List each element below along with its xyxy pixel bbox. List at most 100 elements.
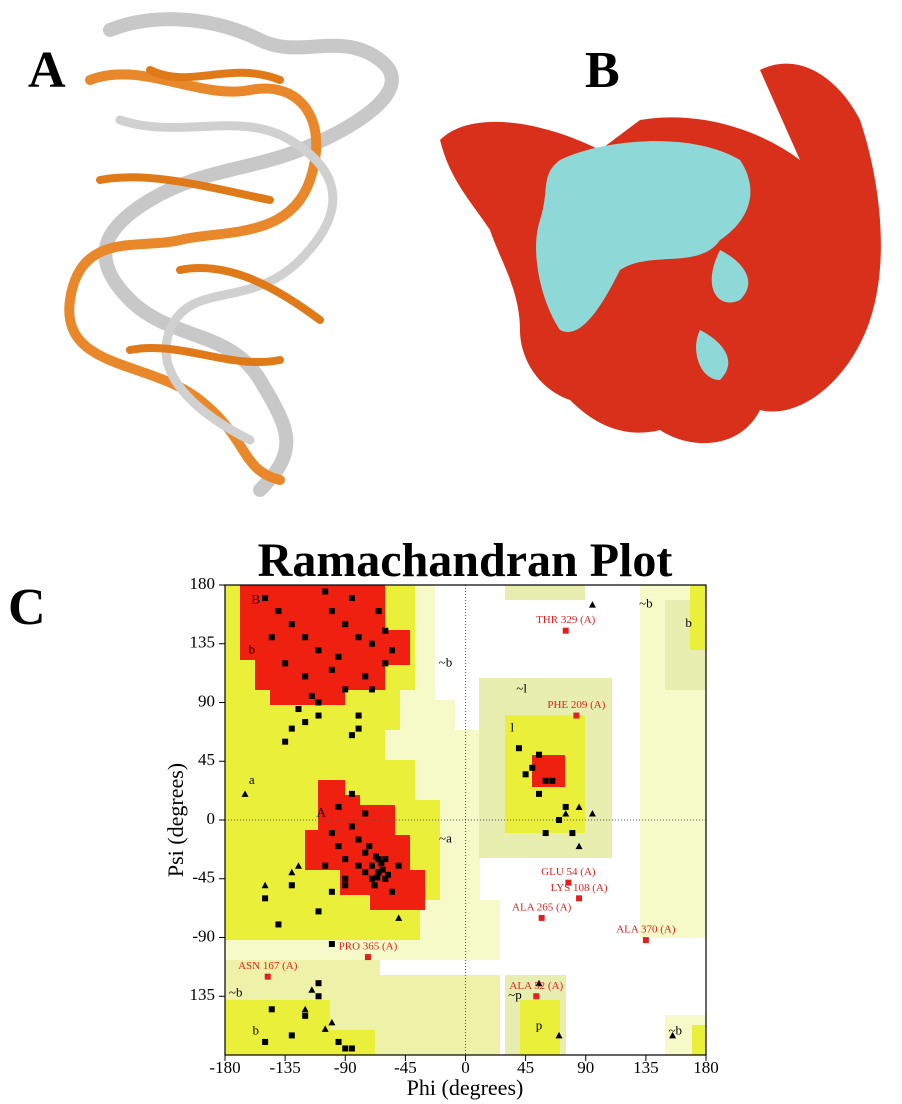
point-square [269,634,275,640]
point-square [342,876,348,882]
y-tick-label: 90 [198,691,215,710]
point-square [378,860,384,866]
point-square [396,863,402,869]
x-tick-label: -135 [270,1058,301,1077]
point-square [536,791,542,797]
point-square [543,778,549,784]
point-label: THR 329 (A) [536,614,596,626]
point-square [329,830,335,836]
point-square [366,843,372,849]
point-square [362,673,368,679]
x-tick-label: -45 [394,1058,417,1077]
point-square [563,628,569,634]
point-square [316,908,322,914]
point-square [349,791,355,797]
point-square [362,869,368,875]
point-square [365,954,371,960]
point-square [389,647,395,653]
point-square [356,634,362,640]
point-square [569,830,575,836]
x-tick-label: 45 [517,1058,534,1077]
point-square [380,867,386,873]
x-axis-label: Phi (degrees) [407,1075,524,1100]
point-label: PHE 209 (A) [547,699,605,711]
ribbon-structure [69,19,392,490]
x-tick-label: -180 [209,1058,240,1077]
point-square [369,863,375,869]
y-tick-label: -45 [192,868,215,887]
point-label: ASN 167 (A) [238,960,298,972]
point-square [356,726,362,732]
point-square [372,882,378,888]
region-label: ~b [439,654,453,669]
point-square [362,850,368,856]
chart-title: Ramachandran Plot [258,534,673,587]
point-square [295,706,301,712]
region-label: B [251,592,260,607]
region-label: ~a [439,831,452,846]
point-square [336,1039,342,1045]
point-square [369,686,375,692]
point-label: ALA 52 (A) [509,980,563,992]
point-square [275,921,281,927]
point-square [342,1045,348,1051]
x-tick-label: 0 [461,1058,470,1077]
y-tick-label: -90 [192,926,215,945]
point-square [382,660,388,666]
point-square [533,993,539,999]
point-square [376,608,382,614]
point-square [316,713,322,719]
surface-structure [440,64,881,444]
point-square [309,693,315,699]
y-tick-label: 0 [207,809,216,828]
panel-label: C [8,579,46,636]
page: {"panel_labels": {"a": "A", "b": "B", "c… [0,0,902,1104]
point-square [342,882,348,888]
point-square [573,713,579,719]
point-square [349,1045,355,1051]
region-label: l [510,720,514,735]
point-square [349,595,355,601]
point-square [349,824,355,830]
point-square [556,817,562,823]
point-square [289,621,295,627]
point-square [262,595,268,601]
point-square [356,863,362,869]
point-square [373,854,379,860]
point-square [362,810,368,816]
point-square [289,882,295,888]
point-square [262,895,268,901]
point-label: GLU 54 (A) [541,866,596,878]
point-square [282,739,288,745]
y-tick-label: 135 [190,633,216,652]
x-tick-label: -90 [334,1058,357,1077]
point-square [336,843,342,849]
point-square [374,874,380,880]
point-square [385,872,391,878]
panel-label: A [28,42,66,99]
point-label: ALA 370 (A) [616,924,676,936]
plot-regions [225,585,706,1055]
region-label: ~b [668,1022,682,1037]
point-square [543,830,549,836]
point-square [262,1039,268,1045]
point-square [316,993,322,999]
point-square [389,889,395,895]
y-tick-label: 180 [190,574,216,593]
point-square [356,713,362,719]
point-square [302,719,308,725]
point-square [289,1032,295,1038]
y-tick-label: 135 [190,985,216,1004]
point-square [269,1006,275,1012]
region-label: b [685,615,692,630]
point-square [349,732,355,738]
point-square [322,863,328,869]
point-square [329,608,335,614]
region-label: ~b [639,596,653,611]
point-square [549,778,555,784]
region-label: ~b [229,985,243,1000]
region-label: A [317,804,327,819]
point-square [342,686,348,692]
point-square [329,889,335,895]
point-square [342,856,348,862]
